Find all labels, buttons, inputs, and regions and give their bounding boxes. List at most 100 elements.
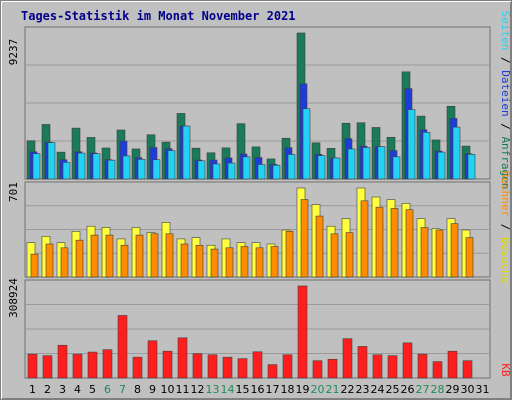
bar-rechner-day-30 xyxy=(465,237,474,278)
day-label-12: 12 xyxy=(191,383,205,396)
bar-kb-day-26 xyxy=(402,342,413,379)
day-label-15: 15 xyxy=(236,383,250,396)
day-label-9: 9 xyxy=(149,383,156,396)
bar-rechner-day-15 xyxy=(240,246,249,278)
day-label-19: 19 xyxy=(296,383,310,396)
day-label-4: 4 xyxy=(74,383,81,396)
day-label-1: 1 xyxy=(29,383,36,396)
day-label-17: 17 xyxy=(266,383,280,396)
bar-seiten-day-2 xyxy=(47,142,56,180)
bar-seiten-day-3 xyxy=(62,162,71,180)
day-label-7: 7 xyxy=(119,383,126,396)
bar-rechner-day-20 xyxy=(315,215,324,278)
bar-kb-day-17 xyxy=(267,364,278,379)
bar-rechner-day-22 xyxy=(345,232,354,278)
bar-kb-day-22 xyxy=(342,338,353,379)
legend-besuche: Besuche xyxy=(499,237,512,283)
bar-kb-day-16 xyxy=(252,351,263,379)
legend-sep-1: / xyxy=(499,57,512,64)
day-label-11: 11 xyxy=(176,383,190,396)
legend-sep-3: / xyxy=(499,224,512,231)
bar-seiten-day-10 xyxy=(167,150,176,180)
bar-rechner-day-13 xyxy=(210,248,219,278)
bar-rechner-day-7 xyxy=(120,244,129,278)
bottom-legend: KB xyxy=(499,363,512,377)
day-label-20: 20 xyxy=(311,383,325,396)
bar-kb-day-28 xyxy=(432,361,443,379)
chart-title: Tages-Statistik im Monat November 2021 xyxy=(21,9,296,23)
bar-seiten-day-7 xyxy=(122,155,131,180)
bar-kb-day-27 xyxy=(417,353,428,379)
bar-kb-day-14 xyxy=(222,356,233,379)
bar-kb-day-7 xyxy=(117,315,128,379)
bar-kb-day-13 xyxy=(207,354,218,379)
bar-kb-day-19 xyxy=(297,285,308,379)
top-legend: Seiten / Dateien / Anfragen xyxy=(499,11,512,190)
bar-seiten-day-28 xyxy=(437,151,446,180)
bar-rechner-day-19 xyxy=(300,199,309,278)
bar-kb-day-8 xyxy=(132,356,143,379)
day-label-25: 25 xyxy=(386,383,400,396)
bar-kb-day-2 xyxy=(42,355,53,379)
legend-rechner: Rechner xyxy=(499,171,512,218)
bar-kb-day-11 xyxy=(177,337,188,379)
bar-seiten-day-4 xyxy=(77,152,86,180)
bar-seiten-day-9 xyxy=(152,159,161,180)
panels xyxy=(24,26,491,379)
bar-kb-day-21 xyxy=(327,358,338,379)
bar-seiten-day-23 xyxy=(362,147,371,180)
bar-kb-day-5 xyxy=(87,351,98,379)
bar-seiten-day-15 xyxy=(242,156,251,180)
bar-rechner-day-16 xyxy=(255,247,264,278)
bar-rechner-day-4 xyxy=(75,239,84,278)
bar-seiten-day-21 xyxy=(332,157,341,180)
day-labels: 1 2 3 4 5 6 7 8 9 10 11 12 13 14 15 16 17 18 19 20 21 22 23 24 2… xyxy=(29,383,490,396)
legend-sep-2: / xyxy=(499,123,512,130)
bar-seiten-day-20 xyxy=(317,155,326,180)
bar-rechner-day-27 xyxy=(420,227,429,278)
bar-seiten-day-14 xyxy=(227,162,236,180)
legend-seiten: Seiten xyxy=(499,11,512,51)
bar-kb-day-29 xyxy=(447,350,458,379)
day-label-8: 8 xyxy=(134,383,141,396)
day-label-23: 23 xyxy=(356,383,370,396)
bar-seiten-day-5 xyxy=(92,153,101,180)
bar-kb-day-25 xyxy=(387,355,398,379)
bar-rechner-day-25 xyxy=(390,208,399,278)
bars xyxy=(26,32,476,379)
day-label-3: 3 xyxy=(59,383,66,396)
legend-anfragen: Anfragen xyxy=(499,136,512,189)
bar-seiten-day-17 xyxy=(272,164,281,180)
bar-rechner-day-21 xyxy=(330,233,339,278)
bar-kb-day-4 xyxy=(72,353,83,379)
bar-rechner-day-24 xyxy=(375,206,384,278)
day-label-18: 18 xyxy=(281,383,295,396)
day-label-29: 29 xyxy=(446,383,460,396)
bar-rechner-day-9 xyxy=(150,233,159,278)
day-label-16: 16 xyxy=(251,383,265,396)
bar-seiten-day-1 xyxy=(32,153,41,180)
bar-rechner-day-17 xyxy=(270,246,279,278)
bar-kb-day-12 xyxy=(192,353,203,379)
bar-rechner-day-1 xyxy=(30,253,39,278)
bar-kb-day-10 xyxy=(162,350,173,379)
bar-seiten-day-24 xyxy=(377,146,386,180)
bar-seiten-day-18 xyxy=(287,154,296,180)
day-label-31: 31 xyxy=(476,383,490,396)
bar-seiten-day-26 xyxy=(407,109,416,180)
day-label-10: 10 xyxy=(161,383,175,396)
bar-kb-day-15 xyxy=(237,358,248,379)
bar-seiten-day-25 xyxy=(392,156,401,180)
day-label-21: 21 xyxy=(326,383,340,396)
bar-rechner-day-3 xyxy=(60,247,69,278)
middle-legend: Rechner / Besuche xyxy=(499,171,512,284)
bar-kb-day-23 xyxy=(357,346,368,379)
bar-rechner-day-23 xyxy=(360,200,369,278)
bar-rechner-day-8 xyxy=(135,234,144,278)
bar-seiten-day-8 xyxy=(137,159,146,180)
bar-rechner-day-6 xyxy=(105,234,114,278)
bar-kb-day-1 xyxy=(27,353,38,379)
day-label-5: 5 xyxy=(89,383,96,396)
bar-rechner-day-5 xyxy=(90,234,99,278)
